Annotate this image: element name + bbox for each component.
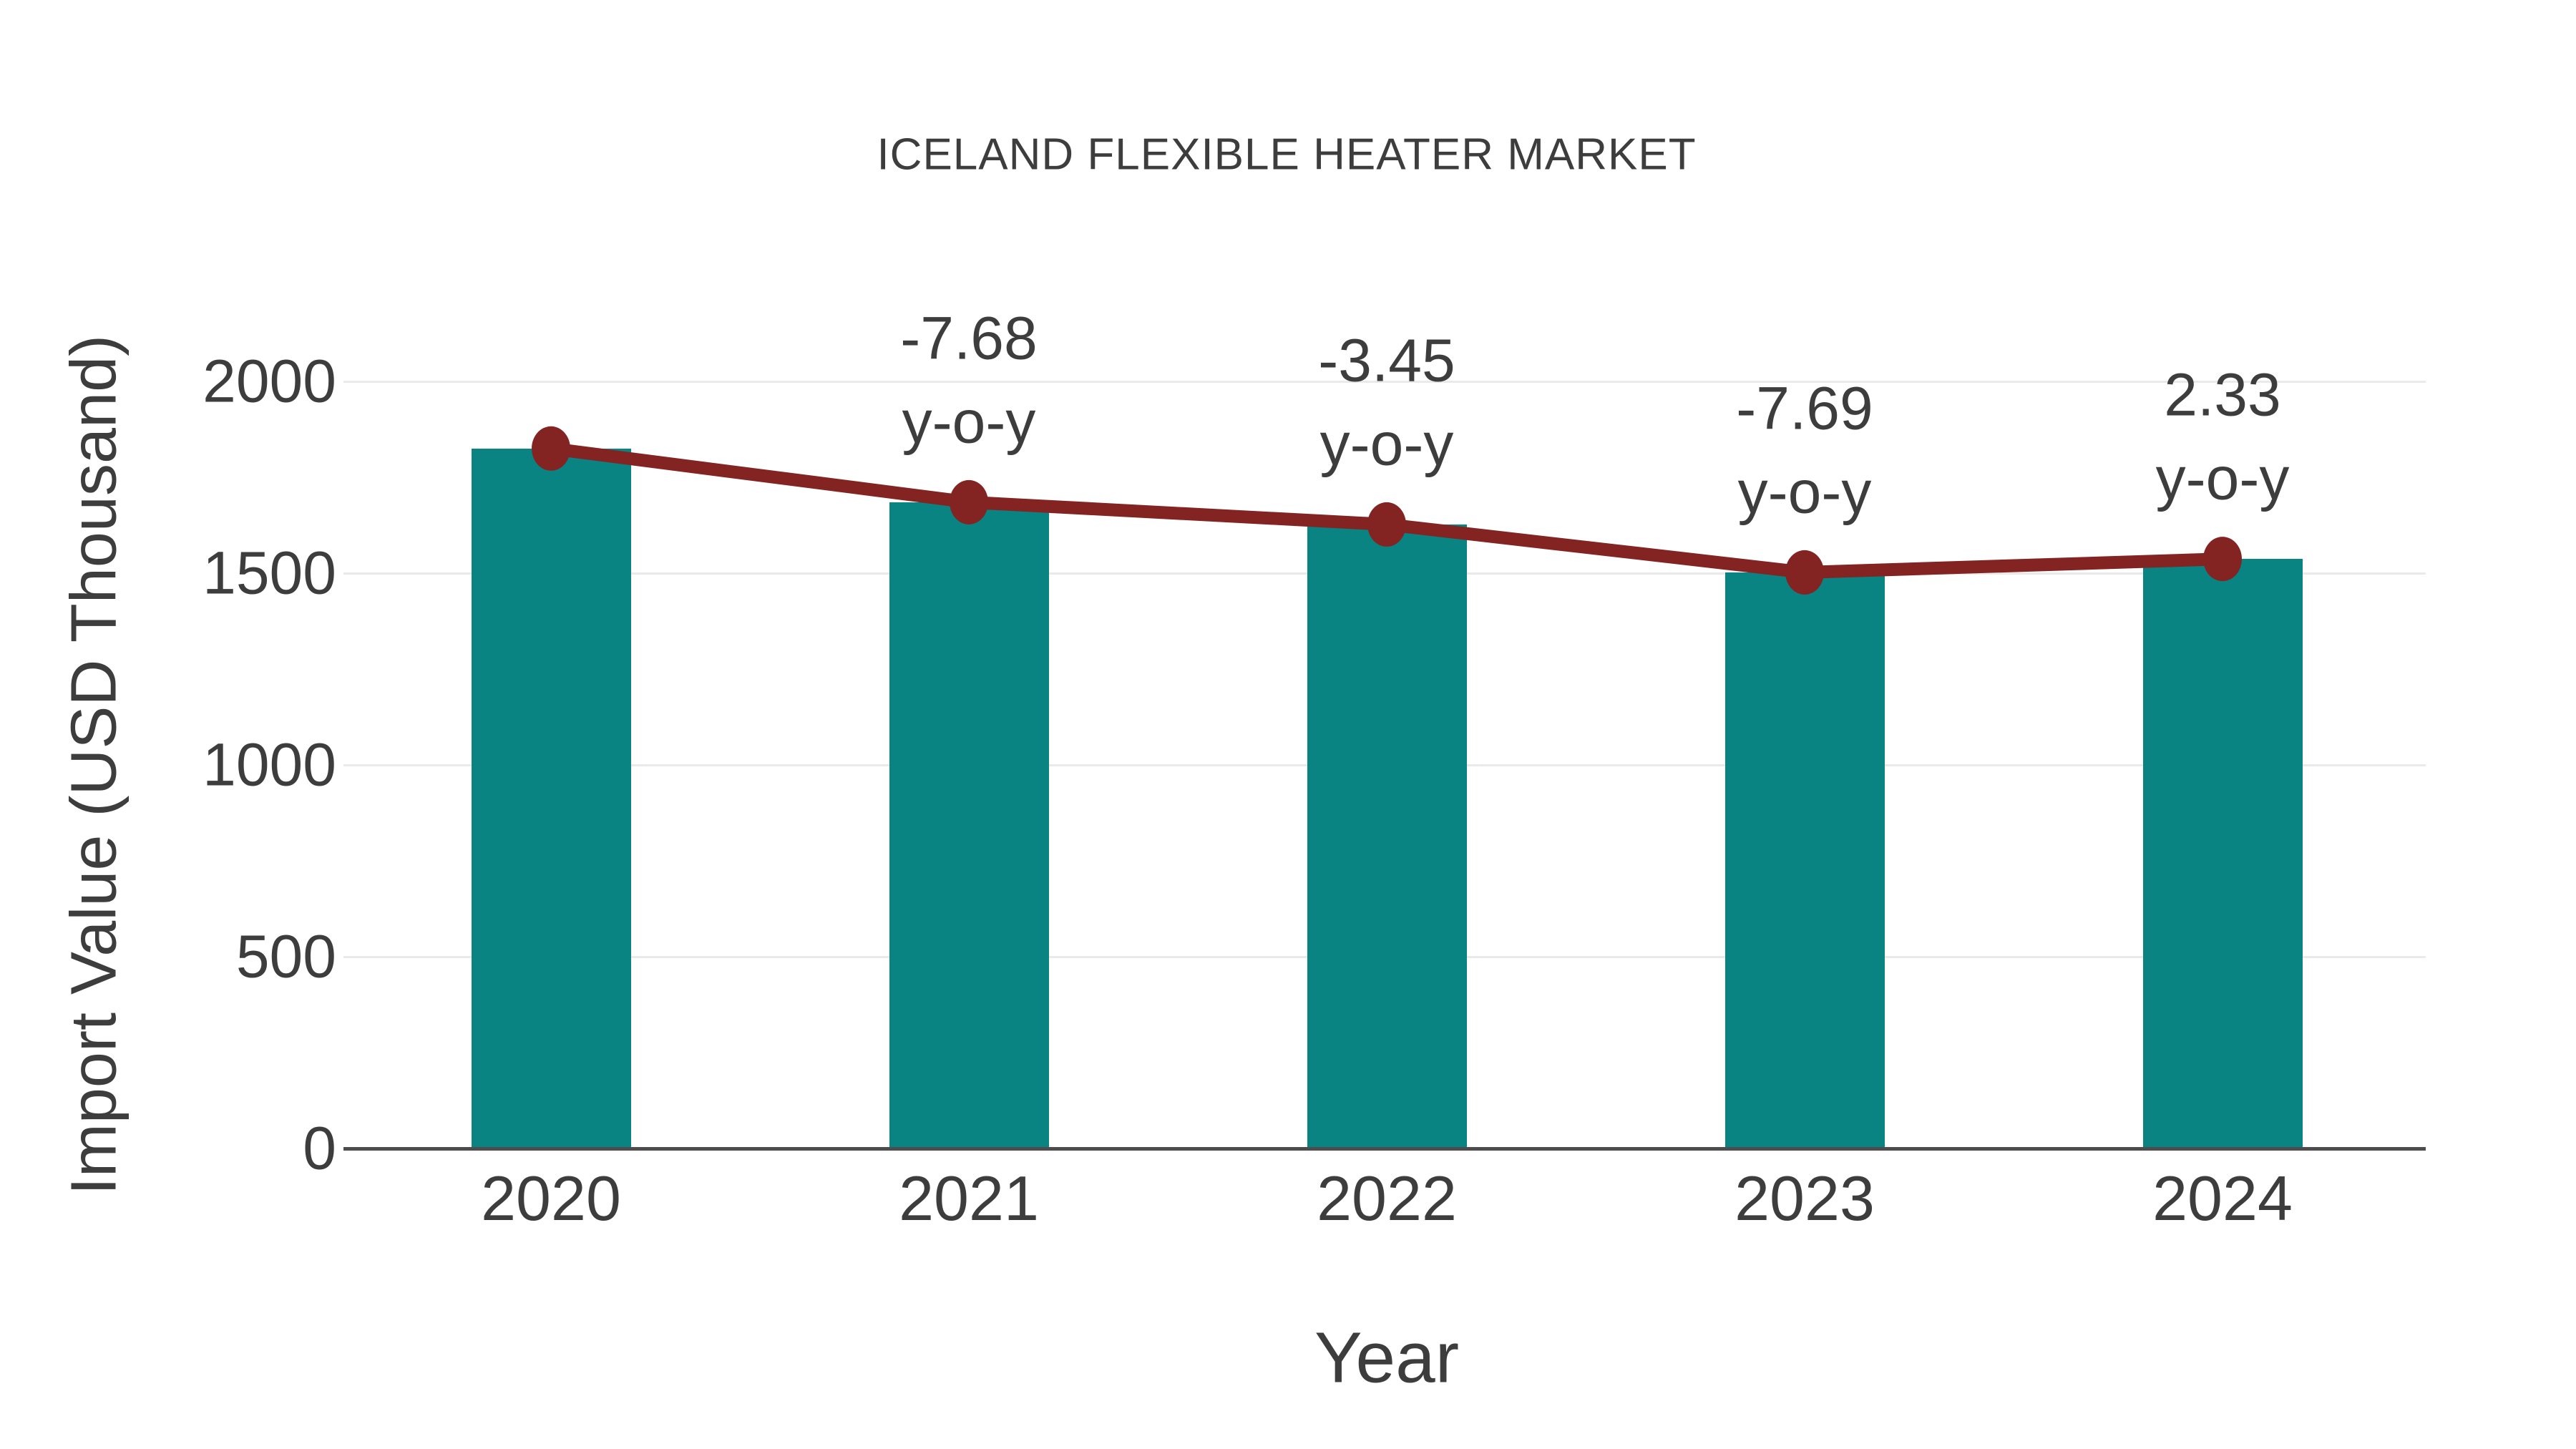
y-tick-label-1000: 1000 [203,731,336,799]
x-tick-label-2020: 2020 [481,1163,621,1234]
trend-marker-2022 [1367,502,1406,547]
y-tick-label-1500: 1500 [203,539,336,607]
y-tick-label-0: 0 [303,1114,336,1182]
trend-marker-2021 [950,479,988,525]
bar-2021 [889,502,1049,1148]
bar-2020 [471,448,631,1148]
annotation-2023-value: -7.69 [1736,374,1873,442]
trend-marker-2023 [1785,550,1824,595]
x-tick-label-2023: 2023 [1735,1163,1875,1234]
x-axis-line [343,1146,2426,1151]
x-axis-title: Year [1314,1317,1460,1398]
annotation-2022-suffix: y-o-y [1319,410,1454,478]
annotation-2024-value: 2.33 [2164,361,2281,429]
x-tick-label-2021: 2021 [899,1163,1039,1234]
y-tick-label-2000: 2000 [203,347,336,415]
x-tick-label-2022: 2022 [1317,1163,1457,1234]
trend-marker-2020 [532,426,570,471]
annotation-2021-value: -7.68 [900,304,1038,372]
gridline-2000 [343,380,2426,383]
bar-2022 [1307,524,1467,1148]
annotation-2024-suffix: y-o-y [2155,444,2290,512]
bar-2024 [2142,559,2303,1148]
y-tick-label-500: 500 [235,922,336,990]
annotation-2022-value: -3.45 [1318,326,1455,394]
x-tick-label-2024: 2024 [2152,1163,2293,1234]
annotation-2023-suffix: y-o-y [1737,458,1872,526]
annotation-2021-suffix: y-o-y [902,388,1036,456]
bar-2023 [1724,572,1885,1148]
trend-marker-2024 [2203,537,2242,582]
chart-title: ICELAND FLEXIBLE HEATER MARKET [877,130,1697,180]
